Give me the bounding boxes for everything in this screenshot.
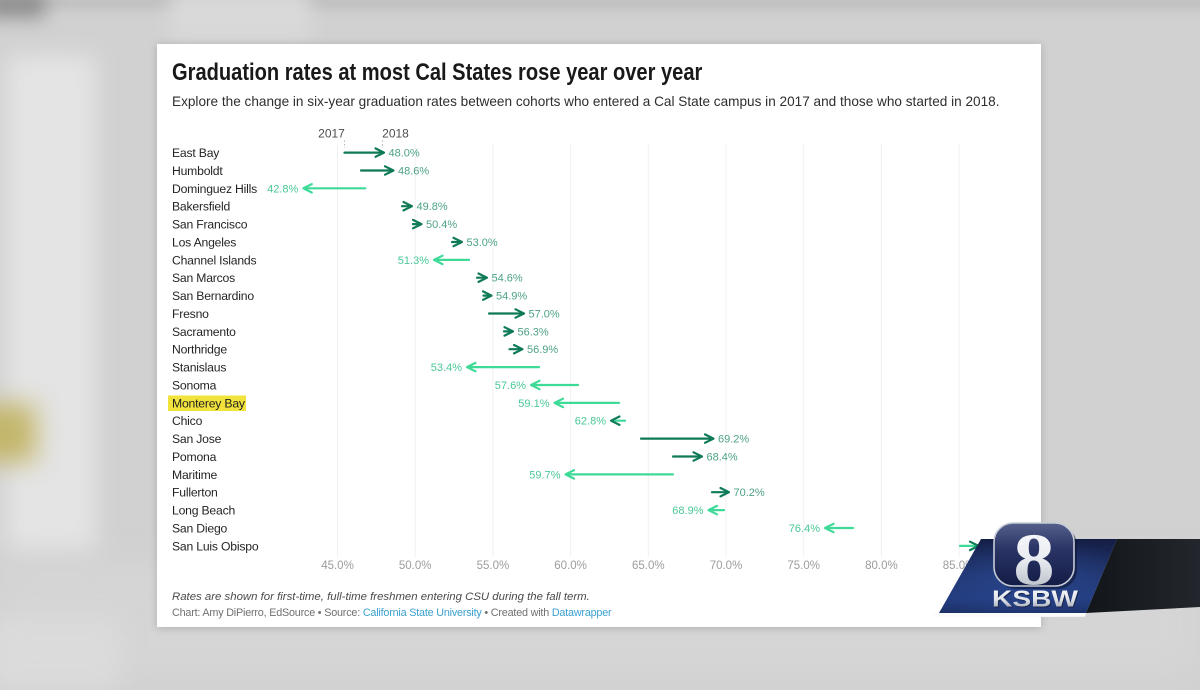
svg-text:56.9%: 56.9%	[527, 344, 558, 356]
svg-text:Long Beach: Long Beach	[172, 504, 235, 518]
svg-text:8: 8	[1013, 519, 1054, 601]
svg-text:2017: 2017	[318, 127, 345, 141]
svg-text:Sonoma: Sonoma	[172, 379, 217, 393]
svg-text:San Diego: San Diego	[172, 522, 228, 536]
svg-text:59.1%: 59.1%	[518, 398, 549, 410]
svg-text:Maritime: Maritime	[172, 468, 218, 482]
svg-text:75.0%: 75.0%	[787, 560, 820, 572]
svg-text:50.4%: 50.4%	[426, 219, 457, 231]
svg-text:45.0%: 45.0%	[321, 560, 354, 572]
svg-text:San Francisco: San Francisco	[172, 218, 248, 232]
svg-text:San Jose: San Jose	[172, 432, 222, 446]
svg-text:80.0%: 80.0%	[865, 560, 898, 572]
svg-text:51.3%: 51.3%	[398, 255, 429, 267]
svg-text:Bakersfield: Bakersfield	[172, 200, 230, 214]
svg-text:68.4%: 68.4%	[707, 452, 738, 464]
svg-text:53.0%: 53.0%	[467, 237, 498, 249]
svg-text:69.2%: 69.2%	[718, 434, 749, 446]
svg-text:Dominguez Hills: Dominguez Hills	[172, 182, 257, 196]
svg-text:Pomona: Pomona	[172, 450, 217, 464]
svg-text:Sacramento: Sacramento	[172, 325, 236, 339]
svg-text:San Marcos: San Marcos	[172, 271, 235, 285]
svg-text:KSBW: KSBW	[993, 587, 1079, 613]
svg-text:Northridge: Northridge	[172, 343, 227, 357]
svg-text:Channel Islands: Channel Islands	[172, 253, 257, 267]
svg-text:42.8%: 42.8%	[267, 183, 298, 195]
svg-text:Stanislaus: Stanislaus	[172, 361, 226, 375]
svg-text:57.0%: 57.0%	[529, 309, 560, 321]
svg-text:62.8%: 62.8%	[575, 416, 606, 428]
svg-text:60.0%: 60.0%	[554, 560, 587, 572]
svg-text:59.7%: 59.7%	[529, 469, 560, 481]
svg-text:Chico: Chico	[172, 414, 203, 428]
svg-text:2018: 2018	[382, 127, 409, 141]
svg-text:48.6%: 48.6%	[398, 166, 429, 178]
svg-text:76.4%: 76.4%	[789, 523, 820, 535]
svg-text:70.0%: 70.0%	[710, 560, 743, 572]
svg-text:55.0%: 55.0%	[477, 560, 510, 572]
svg-text:Fresno: Fresno	[172, 307, 209, 321]
svg-text:Humboldt: Humboldt	[172, 164, 223, 178]
svg-text:San Bernardino: San Bernardino	[172, 289, 254, 303]
svg-text:68.9%: 68.9%	[672, 505, 703, 517]
svg-text:San Luis Obispo: San Luis Obispo	[172, 539, 259, 553]
svg-text:65.0%: 65.0%	[632, 560, 665, 572]
svg-text:57.6%: 57.6%	[495, 380, 526, 392]
svg-text:48.0%: 48.0%	[389, 148, 420, 160]
svg-text:Fullerton: Fullerton	[172, 486, 218, 500]
svg-text:Los Angeles: Los Angeles	[172, 236, 236, 250]
svg-text:KSBW: KSBW	[992, 586, 1078, 612]
svg-text:50.0%: 50.0%	[399, 560, 432, 572]
svg-text:54.9%: 54.9%	[496, 291, 527, 303]
svg-text:54.6%: 54.6%	[492, 273, 523, 285]
svg-text:56.3%: 56.3%	[518, 326, 549, 338]
svg-text:Monterey Bay: Monterey Bay	[172, 396, 246, 410]
svg-text:49.8%: 49.8%	[417, 201, 448, 213]
svg-text:53.4%: 53.4%	[431, 362, 462, 374]
svg-text:70.2%: 70.2%	[734, 487, 765, 499]
svg-text:East Bay: East Bay	[172, 146, 220, 160]
